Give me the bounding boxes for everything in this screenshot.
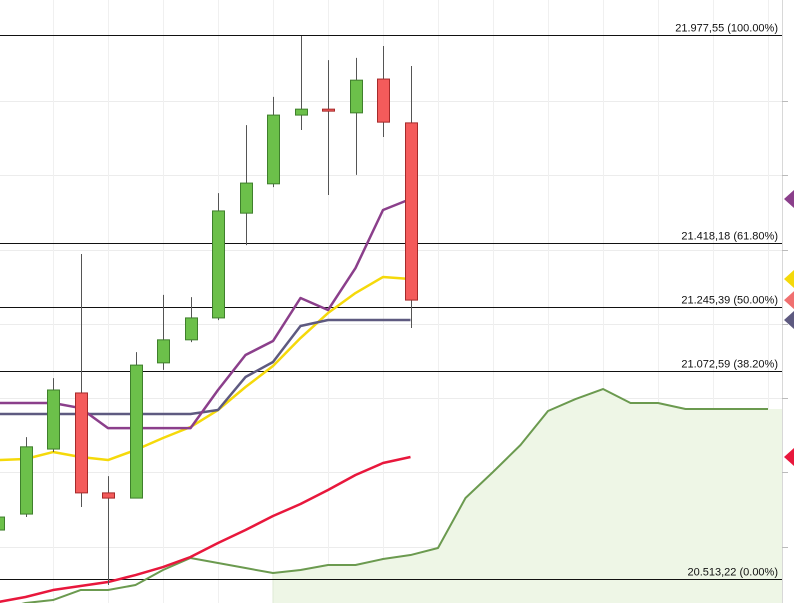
candle-body xyxy=(350,79,363,114)
candle-body xyxy=(405,122,418,301)
level-label: 21.072,59 (38.20%) xyxy=(681,359,778,371)
price-marker xyxy=(784,311,794,330)
candle-body xyxy=(322,108,335,112)
price-marker xyxy=(784,190,794,209)
candle-body xyxy=(102,492,115,499)
candle-body xyxy=(75,392,88,494)
level-label: 20.513,22 (0.00%) xyxy=(687,567,778,579)
indicator-line xyxy=(0,275,411,462)
level-label: 21.418,18 (61.80%) xyxy=(681,231,778,243)
indicators xyxy=(0,197,768,603)
indicator-line xyxy=(21,388,768,603)
candle-body xyxy=(377,78,390,123)
markers xyxy=(784,190,794,467)
candle-body xyxy=(20,446,33,515)
candle-body xyxy=(267,114,280,185)
price-marker xyxy=(784,270,794,289)
candles xyxy=(0,35,418,586)
indicator-line xyxy=(0,197,411,430)
cloud xyxy=(272,389,782,603)
candle-body xyxy=(185,317,198,341)
indicator-line xyxy=(0,455,411,603)
price-marker xyxy=(784,291,794,310)
candle-body xyxy=(240,182,253,214)
candle-body xyxy=(212,210,225,319)
cloud-area xyxy=(273,389,782,603)
level-label: 21.245,39 (50.00%) xyxy=(681,295,778,307)
candle-body xyxy=(157,339,170,364)
candle-body xyxy=(295,108,308,116)
candle-body xyxy=(0,516,5,531)
level-label: 21.977,55 (100.00%) xyxy=(675,23,778,35)
candle-body xyxy=(130,364,143,499)
candle-body xyxy=(47,389,60,450)
price-marker xyxy=(784,448,794,467)
indicator-line xyxy=(0,318,411,416)
